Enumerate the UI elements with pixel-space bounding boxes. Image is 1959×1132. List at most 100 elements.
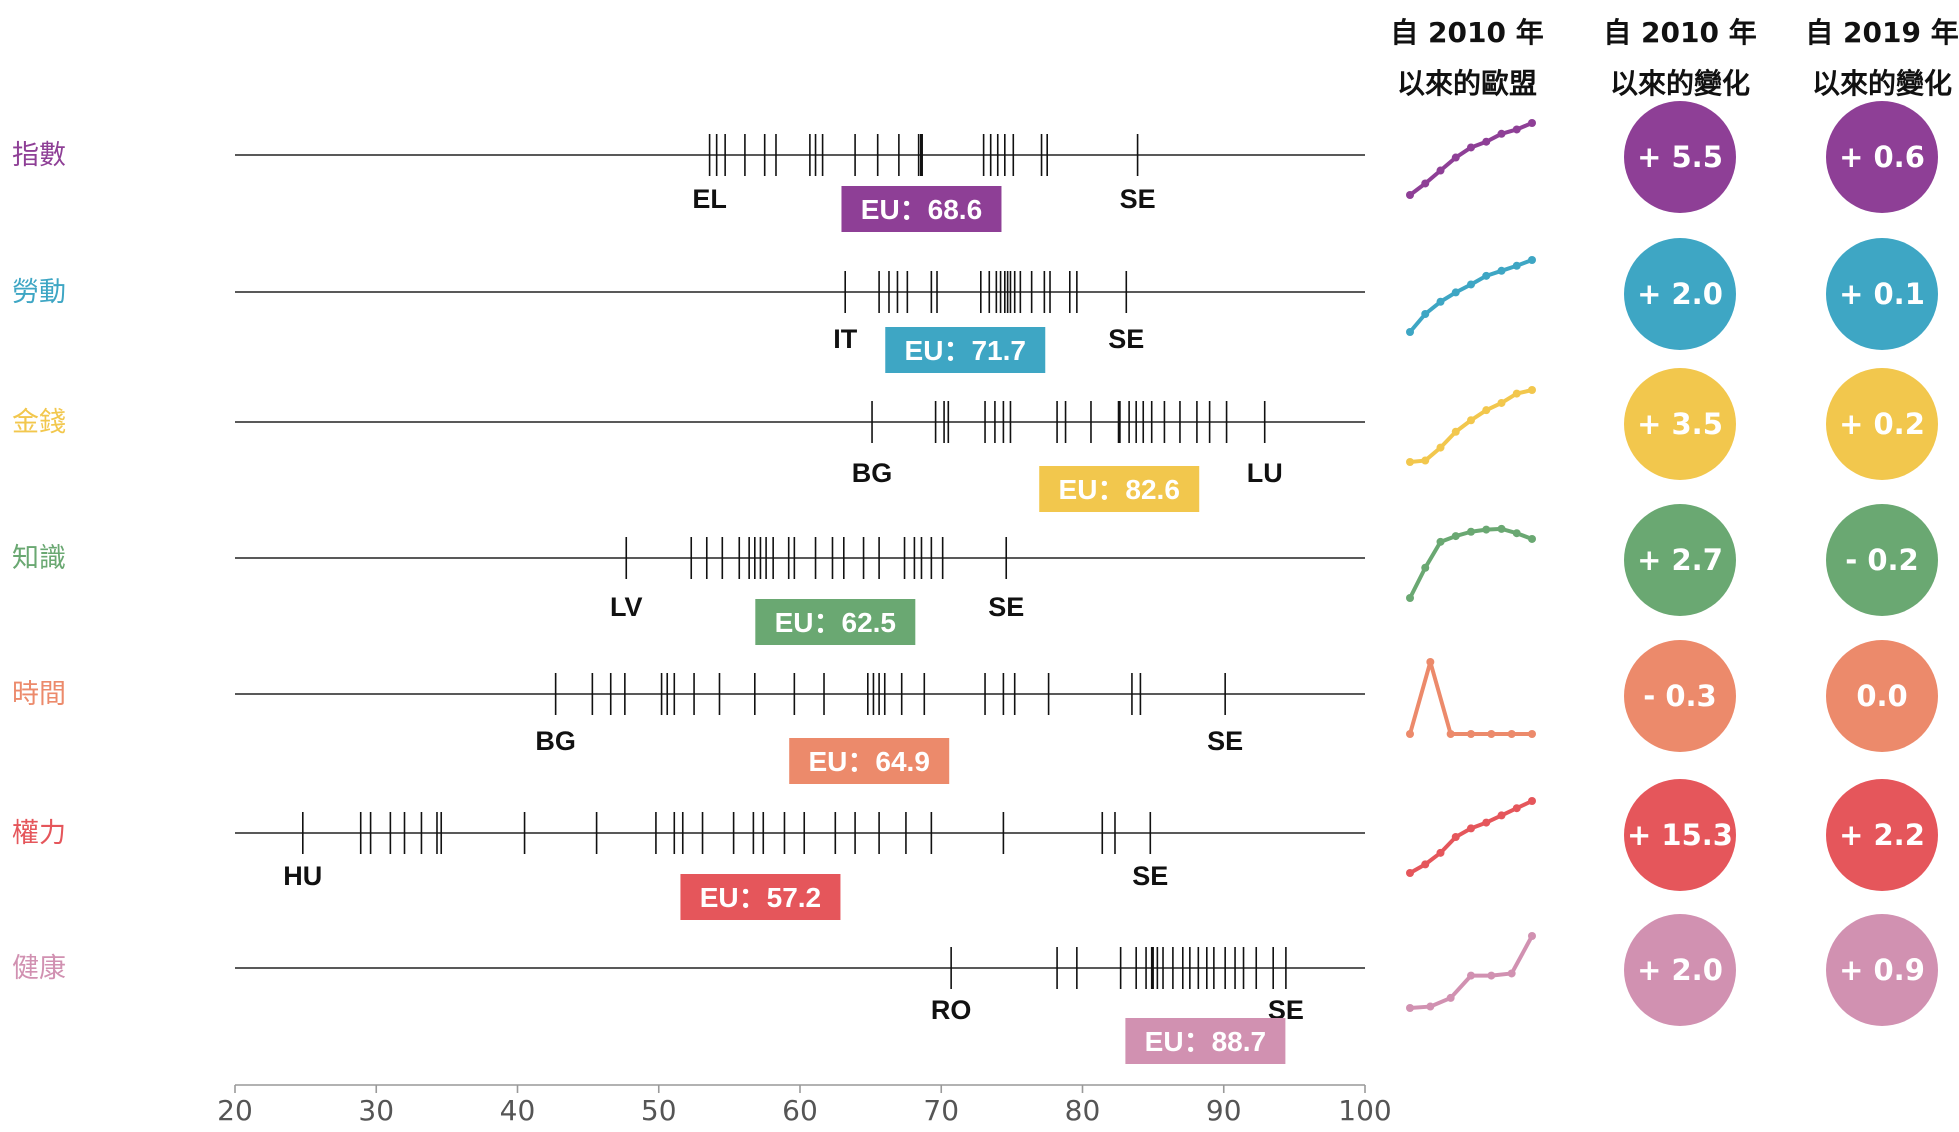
sparkline-point [1406,730,1414,738]
min-country-label: BG [852,458,893,488]
min-country-label: HU [283,861,322,891]
change-since-2019-value: - 0.2 [1845,543,1919,577]
change-since-2019-circle [1826,779,1938,891]
min-country-label: EL [692,184,727,214]
change-since-2010-circle [1624,640,1736,752]
col3-header-line1: 自 2019 年 [1805,16,1958,49]
change-since-2019-value: + 2.2 [1839,818,1925,852]
change-since-2010-circle [1624,238,1736,350]
col3-header-line2: 以來的變化 [1812,67,1952,100]
row-label: 勞動 [12,277,66,308]
eu-badge [1039,466,1200,512]
chart-row: 金錢 BG LU EU：82.6 + 3.5 + 0.2 [12,368,1938,512]
x-tick-label: 70 [923,1094,959,1127]
x-axis: 20 30 40 50 60 70 80 90 100 [217,1084,1392,1127]
sparkline-point [1528,730,1536,738]
row-label: 權力 [12,818,66,849]
row-label: 知識 [12,543,66,574]
sparkline-point [1497,811,1506,820]
chart-rows: 指數 EL SE EU：68.6 + 5.5 + 0.6 勞動 IT SE EU：71.7 + 2.… [12,101,1938,1064]
change-since-2019-value: + 0.2 [1839,407,1925,441]
change-since-2010-value: + 15.3 [1627,818,1733,852]
sparkline-point [1436,848,1445,857]
sparkline-point [1528,386,1536,394]
eu-badge-label: EU：64.9 [809,746,930,777]
sparkline-point [1528,119,1536,127]
change-since-2019-value: 0.0 [1856,679,1907,713]
change-since-2010-value: + 2.0 [1637,953,1723,987]
sparkline-point [1467,280,1475,289]
change-since-2019-circle [1826,504,1938,616]
sparkline-point [1467,527,1475,536]
sparkline-point [1497,129,1506,138]
trend-sparkline [1408,660,1534,736]
change-since-2019-value: + 0.9 [1839,953,1925,987]
sparkline-point [1421,860,1430,869]
x-tick-label: 30 [358,1094,394,1127]
change-since-2010-value: + 3.5 [1637,407,1723,441]
eu-badge-label: EU：62.5 [775,607,896,638]
sparkline-point [1512,804,1521,813]
min-country-label: BG [535,726,576,756]
change-since-2010-circle [1624,101,1736,213]
sparkline-point [1482,137,1491,146]
max-country-label: SE [1108,324,1144,354]
sparkline-point [1446,730,1455,738]
x-tick-label: 60 [782,1094,818,1127]
sparkline-point [1421,179,1430,188]
sparkline-point [1528,797,1536,805]
min-country-label: RO [931,995,972,1025]
change-since-2019-value: + 0.1 [1839,277,1925,311]
sparkline-point [1487,971,1496,980]
sparkline-point [1451,833,1460,841]
sparkline-point [1406,191,1414,199]
chart-row: 時間 BG SE EU：64.9 - 0.3 0.0 [12,640,1938,784]
change-since-2019-circle [1826,238,1938,350]
eu-badge [1125,1018,1286,1064]
sparkline-point [1487,730,1496,738]
sparkline-point [1482,818,1491,827]
x-tick-label: 40 [500,1094,536,1127]
change-since-2010-value: - 0.3 [1643,679,1717,713]
sparkline-point [1421,456,1430,465]
sparkline-point [1467,143,1475,152]
chart-row: 知識 LV SE EU：62.5 + 2.7 - 0.2 [12,504,1938,645]
sparkline-point [1467,971,1475,980]
max-country-label: SE [1207,726,1243,756]
chart-row: 權力 HU SE EU：57.2 + 15.3 + 2.2 [12,779,1938,920]
sparkline-point [1467,730,1475,738]
sparkline-point [1497,266,1506,275]
chart-row: 勞動 IT SE EU：71.7 + 2.0 + 0.1 [12,238,1938,373]
sparkline-point [1512,261,1521,270]
sparkline-point [1426,658,1435,666]
sparkline-point [1451,288,1460,297]
sparkline-point [1451,532,1460,541]
eu-badge-label: EU：57.2 [700,882,821,913]
change-since-2010-value: + 5.5 [1637,140,1723,174]
max-country-label: SE [1120,184,1156,214]
sparkline-point [1528,256,1536,264]
change-since-2010-value: + 2.0 [1637,277,1723,311]
eu-badge [755,599,916,645]
x-tick-label: 100 [1338,1094,1391,1127]
row-label: 時間 [12,679,66,710]
sparkline-point [1507,730,1516,738]
sparkline-point [1421,310,1430,318]
sparkline-point [1528,534,1536,543]
sparkline-point [1436,443,1445,452]
change-since-2010-circle [1624,914,1736,1026]
col1-header-line1: 自 2010 年 [1390,16,1543,49]
sparkline-point [1482,406,1491,415]
change-since-2019-circle [1826,368,1938,480]
eu-badge-label: EU：68.6 [861,194,982,225]
min-country-label: LV [610,592,643,622]
sparkline-point [1436,297,1445,306]
sparkline-point [1512,389,1521,398]
change-since-2019-circle [1826,640,1938,752]
eu-badge-label: EU：71.7 [905,335,1026,366]
col2-header-line1: 自 2010 年 [1603,16,1756,49]
change-since-2019-circle [1826,914,1938,1026]
eu-badge [885,327,1046,373]
sparkline-point [1406,594,1414,602]
